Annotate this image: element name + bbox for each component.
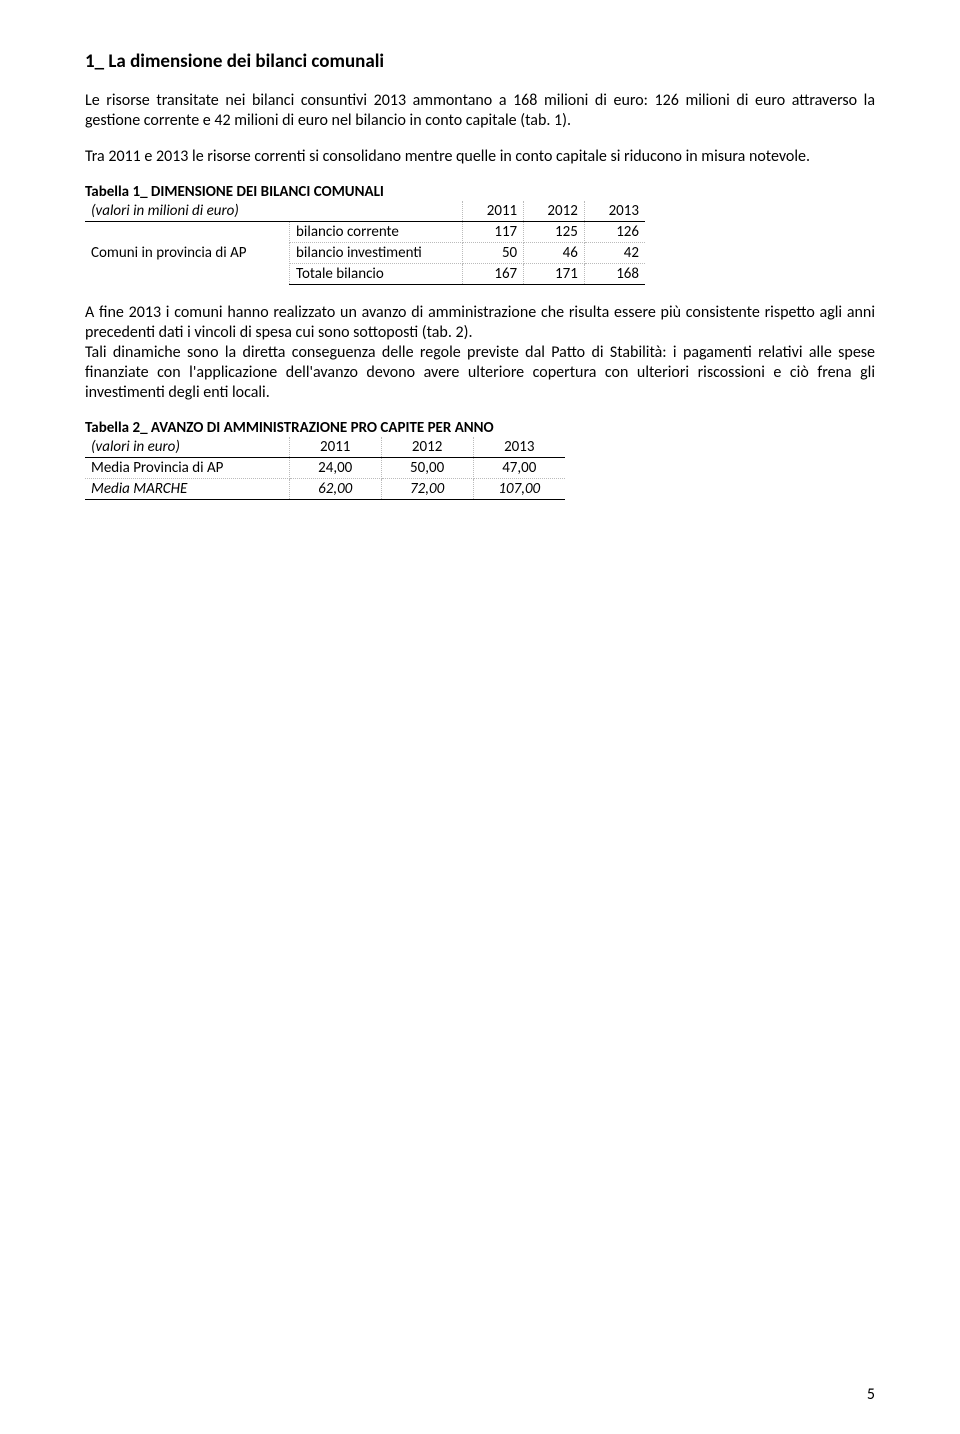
table-1-year-0: 2011 (463, 201, 524, 222)
table-2-row-0-val-2: 47,00 (473, 458, 565, 479)
table-1-row-2-val-2: 168 (584, 264, 645, 285)
table-2: (valori in euro) 2011 2012 2013 Media Pr… (85, 437, 565, 500)
table-1-title: Tabella 1_ DIMENSIONE DEI BILANCI COMUNA… (85, 183, 875, 201)
table-2-row-0-val-1: 50,00 (381, 458, 473, 479)
page-number: 5 (867, 1385, 875, 1404)
table-1-row-0-val-0: 117 (463, 222, 524, 243)
table-2-row-1-val-0: 62,00 (289, 479, 381, 500)
table-2-title: Tabella 2_ AVANZO DI AMMINISTRAZIONE PRO… (85, 419, 875, 437)
table-1-row-2-label: Totale bilancio (290, 264, 463, 285)
paragraph-3: A fine 2013 i comuni hanno realizzato un… (85, 303, 875, 343)
table-1-row-1-val-1: 46 (524, 243, 585, 264)
table-1-row-0-label: bilancio corrente (290, 222, 463, 243)
table-2-row-1-val-2: 107,00 (473, 479, 565, 500)
table-1-header-row: (valori in milioni di euro) 2011 2012 20… (85, 201, 645, 222)
table-2-row-0-val-0: 24,00 (289, 458, 381, 479)
table-2-row-1-val-1: 72,00 (381, 479, 473, 500)
table-1-row-1-val-2: 42 (584, 243, 645, 264)
table-1-row-2-val-0: 167 (463, 264, 524, 285)
table-2-year-1: 2012 (381, 437, 473, 458)
table-1-row-0-val-2: 126 (584, 222, 645, 243)
table-2-row-0-label: Media Provincia di AP (85, 458, 289, 479)
table-2-year-2: 2013 (473, 437, 565, 458)
table-1: (valori in milioni di euro) 2011 2012 20… (85, 201, 645, 285)
table-1-year-2: 2013 (584, 201, 645, 222)
table-2-row-1-label: Media MARCHE (85, 479, 289, 500)
table-2-year-0: 2011 (289, 437, 381, 458)
paragraph-2: Tra 2011 e 2013 le risorse correnti si c… (85, 147, 875, 167)
table-1-row-1-val-0: 50 (463, 243, 524, 264)
table-row: Media MARCHE 62,00 72,00 107,00 (85, 479, 565, 500)
table-row: Comuni in provincia di AP bilancio corre… (85, 222, 645, 243)
table-1-year-1: 2012 (524, 201, 585, 222)
section-title: 1_ La dimensione dei bilanci comunali (85, 50, 875, 73)
table-2-header-label: (valori in euro) (85, 437, 289, 458)
table-1-row-0-val-1: 125 (524, 222, 585, 243)
table-2-header-row: (valori in euro) 2011 2012 2013 (85, 437, 565, 458)
table-row: Media Provincia di AP 24,00 50,00 47,00 (85, 458, 565, 479)
table-1-row-1-label: bilancio investimenti (290, 243, 463, 264)
table-1-row-2-val-1: 171 (524, 264, 585, 285)
paragraph-4: Tali dinamiche sono la diretta conseguen… (85, 343, 875, 403)
table-1-header-label: (valori in milioni di euro) (85, 201, 463, 222)
table-1-group-label: Comuni in provincia di AP (85, 222, 290, 285)
paragraph-1: Le risorse transitate nei bilanci consun… (85, 91, 875, 131)
